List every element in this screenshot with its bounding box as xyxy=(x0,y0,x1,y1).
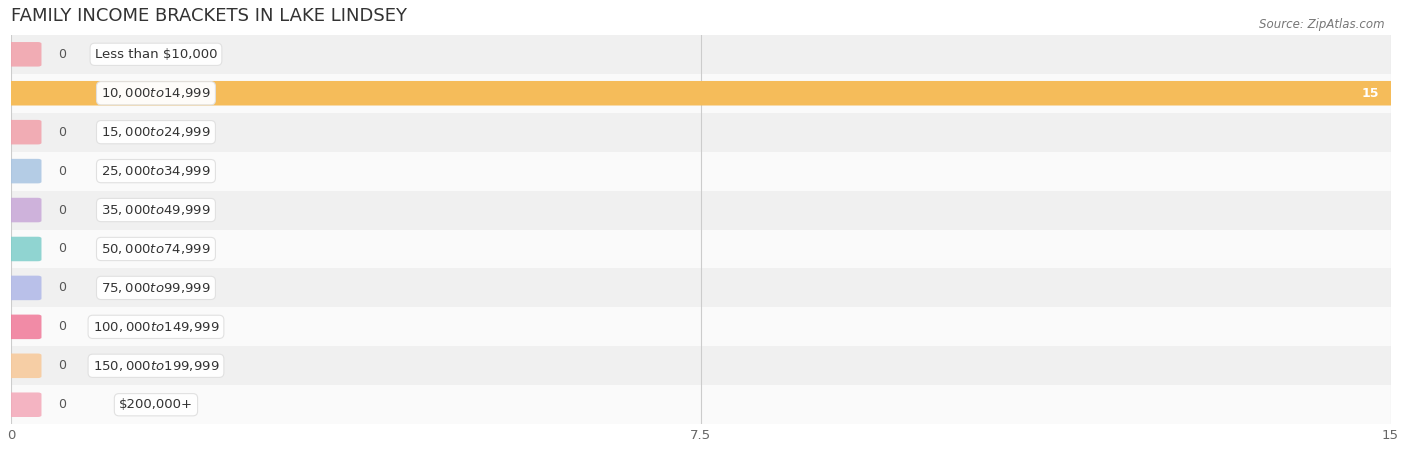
FancyBboxPatch shape xyxy=(0,74,1406,113)
Text: 0: 0 xyxy=(59,320,66,333)
Text: 0: 0 xyxy=(59,282,66,295)
Text: $35,000 to $49,999: $35,000 to $49,999 xyxy=(101,203,211,217)
FancyBboxPatch shape xyxy=(0,190,1406,229)
FancyBboxPatch shape xyxy=(0,152,1406,190)
FancyBboxPatch shape xyxy=(7,120,42,145)
Text: $15,000 to $24,999: $15,000 to $24,999 xyxy=(101,125,211,139)
FancyBboxPatch shape xyxy=(0,346,1406,385)
Text: $150,000 to $199,999: $150,000 to $199,999 xyxy=(93,359,219,373)
Text: $50,000 to $74,999: $50,000 to $74,999 xyxy=(101,242,211,256)
Text: 0: 0 xyxy=(59,359,66,372)
Text: 0: 0 xyxy=(59,126,66,139)
FancyBboxPatch shape xyxy=(0,269,1406,308)
Text: 15: 15 xyxy=(1362,87,1379,100)
FancyBboxPatch shape xyxy=(7,315,42,339)
Text: $200,000+: $200,000+ xyxy=(120,398,193,411)
FancyBboxPatch shape xyxy=(7,81,1395,106)
FancyBboxPatch shape xyxy=(0,229,1406,269)
FancyBboxPatch shape xyxy=(7,159,42,183)
Text: FAMILY INCOME BRACKETS IN LAKE LINDSEY: FAMILY INCOME BRACKETS IN LAKE LINDSEY xyxy=(11,7,408,25)
Text: $100,000 to $149,999: $100,000 to $149,999 xyxy=(93,320,219,334)
FancyBboxPatch shape xyxy=(0,385,1406,424)
FancyBboxPatch shape xyxy=(7,198,42,222)
Text: $10,000 to $14,999: $10,000 to $14,999 xyxy=(101,86,211,100)
Text: 0: 0 xyxy=(59,398,66,411)
Text: 0: 0 xyxy=(59,203,66,216)
FancyBboxPatch shape xyxy=(7,42,42,66)
Text: Source: ZipAtlas.com: Source: ZipAtlas.com xyxy=(1260,18,1385,31)
Text: $75,000 to $99,999: $75,000 to $99,999 xyxy=(101,281,211,295)
FancyBboxPatch shape xyxy=(0,35,1406,74)
Text: 0: 0 xyxy=(59,242,66,255)
Text: 0: 0 xyxy=(59,165,66,178)
FancyBboxPatch shape xyxy=(0,113,1406,152)
Text: $25,000 to $34,999: $25,000 to $34,999 xyxy=(101,164,211,178)
FancyBboxPatch shape xyxy=(0,308,1406,346)
FancyBboxPatch shape xyxy=(7,392,42,417)
Text: 0: 0 xyxy=(59,48,66,61)
FancyBboxPatch shape xyxy=(7,237,42,261)
FancyBboxPatch shape xyxy=(7,276,42,300)
Text: Less than $10,000: Less than $10,000 xyxy=(94,48,217,61)
FancyBboxPatch shape xyxy=(7,353,42,378)
